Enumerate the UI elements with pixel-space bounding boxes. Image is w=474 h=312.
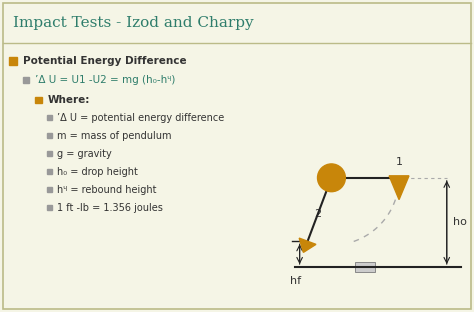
Text: Potential Energy Difference: Potential Energy Difference	[23, 56, 187, 66]
Bar	[47, 151, 52, 156]
Bar	[47, 115, 52, 120]
Bar	[23, 77, 29, 83]
Text: hᶣ = rebound height: hᶣ = rebound height	[57, 185, 156, 195]
Text: 1 ft -lb = 1.356 joules: 1 ft -lb = 1.356 joules	[57, 202, 163, 212]
Text: Where:: Where:	[48, 95, 91, 105]
Bar	[47, 187, 52, 192]
Text: ’Δ U = U1 -U2 = mg (h₀-hᶣ): ’Δ U = U1 -U2 = mg (h₀-hᶣ)	[35, 75, 175, 85]
Text: ho: ho	[453, 217, 466, 227]
Bar	[9, 57, 17, 65]
Bar	[47, 205, 52, 210]
Bar	[47, 133, 52, 138]
Text: g = gravity: g = gravity	[57, 149, 112, 159]
Bar	[35, 96, 42, 104]
Polygon shape	[389, 176, 409, 200]
Text: 2: 2	[314, 209, 321, 219]
Bar	[47, 169, 52, 174]
Text: Impact Tests - Izod and Charpy: Impact Tests - Izod and Charpy	[13, 16, 254, 30]
Text: ’Δ U = potential energy difference: ’Δ U = potential energy difference	[57, 113, 224, 123]
Circle shape	[318, 164, 346, 192]
Polygon shape	[299, 238, 316, 252]
Text: 1: 1	[395, 157, 402, 167]
Text: hf: hf	[290, 276, 301, 286]
Text: h₀ = drop height: h₀ = drop height	[57, 167, 138, 177]
Text: m = mass of pendulum: m = mass of pendulum	[57, 131, 172, 141]
FancyBboxPatch shape	[356, 262, 375, 272]
